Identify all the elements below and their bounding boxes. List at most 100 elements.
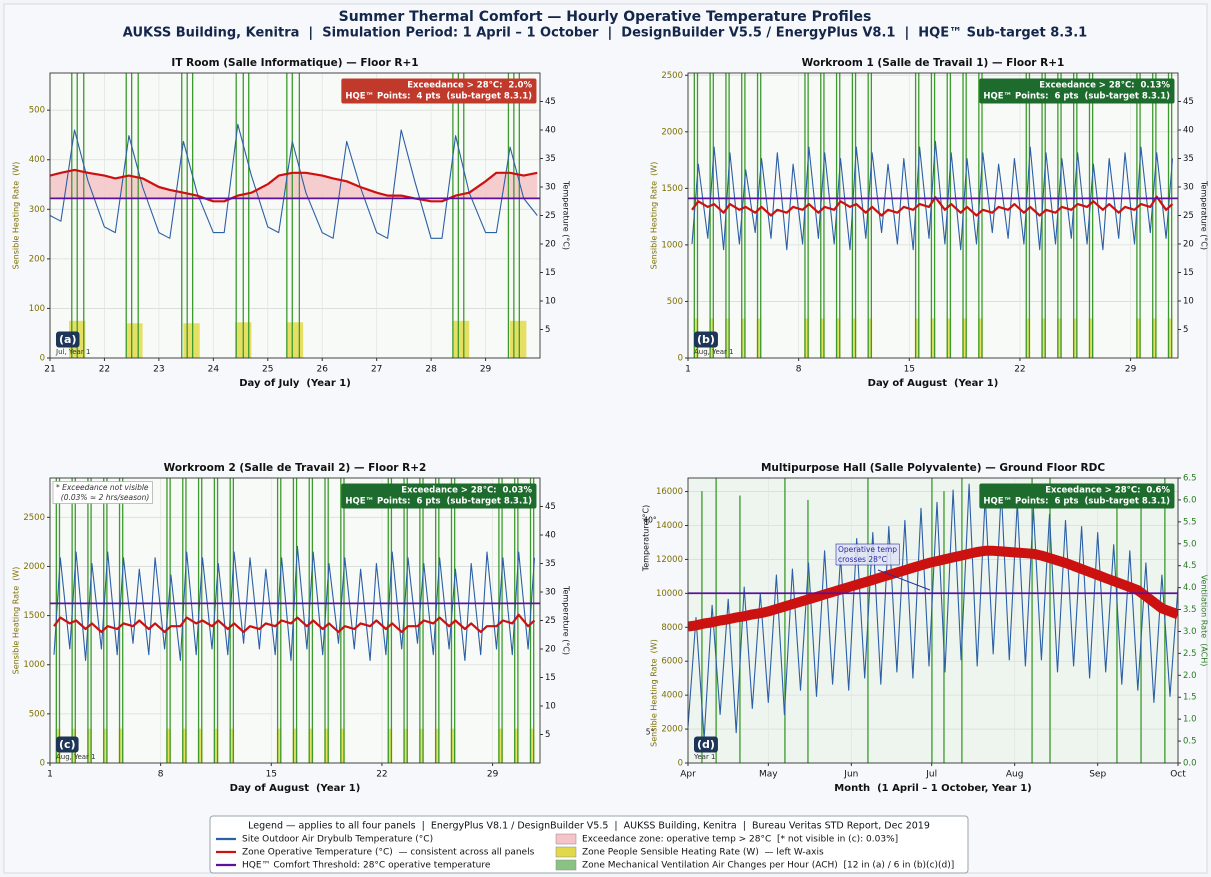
annotation-text: HQE™ Points: 6 pts (sub-target 8.3.1) xyxy=(345,497,532,507)
panel-title: Workroom 2 (Salle de Travail 2) — Floor … xyxy=(164,462,427,474)
legend-label: Zone People Sensible Heating Rate (W) — … xyxy=(582,848,824,858)
people-heating-bar xyxy=(819,318,825,358)
plot-area xyxy=(688,478,1178,763)
people-heating-bar xyxy=(1088,318,1094,358)
people-heating-bar xyxy=(419,728,424,763)
plot-area xyxy=(688,73,1178,358)
people-heating-bar xyxy=(1057,318,1062,358)
y2-tick-label: 45 xyxy=(1183,97,1194,107)
y-tick-label: 1000 xyxy=(661,240,683,250)
x-tick-label: 25 xyxy=(262,365,273,375)
y-tick-label: 12000 xyxy=(656,555,683,565)
y2-axis-label: Ventilation Rate (ACH) xyxy=(1200,575,1209,667)
x-tick-label: 22 xyxy=(99,365,110,375)
note-box xyxy=(52,481,153,504)
y2-axis-label: Temperature (°C) xyxy=(1200,180,1209,250)
y-tick-label: 1000 xyxy=(23,660,45,670)
x-tick-label: 22 xyxy=(376,770,387,780)
x-axis-label: Day of August (Year 1) xyxy=(230,783,361,794)
y-axis-label: Sensible Heating Rate (W) xyxy=(12,567,21,675)
x-tick-label: 22 xyxy=(1014,365,1025,375)
annotation-text: HQE™ Points: 6 pts (sub-target 8.3.1) xyxy=(983,497,1170,507)
people-heating-bar xyxy=(292,728,298,763)
people-heating-bar xyxy=(1167,318,1173,358)
people-heating-bar xyxy=(118,728,124,763)
y2-tick-label: 20 xyxy=(545,645,556,655)
x-tick-label: May xyxy=(759,770,778,780)
panel-badge-label: (d) xyxy=(697,738,715,751)
annotation-text: Exceedance > 28°C: 0.13% xyxy=(1039,81,1170,91)
y2-tick-label: 10 xyxy=(545,702,556,712)
operative-temperature-line xyxy=(688,545,1178,632)
annotation-text: Exceedance > 28°C: 0.03% xyxy=(401,486,532,496)
people-heating-bar xyxy=(387,728,393,763)
x-tick-label: 8 xyxy=(158,770,164,780)
people-heating-bar xyxy=(126,323,143,358)
x-tick-label: Aug xyxy=(1006,770,1024,780)
y-tick-label: 10000 xyxy=(656,589,683,599)
people-heating-bar xyxy=(183,323,200,358)
panel-badge-label: (b) xyxy=(697,333,715,346)
y-tick-label: 300 xyxy=(29,205,45,215)
y2-tick-label: 15 xyxy=(1183,268,1194,278)
y-tick-label: 0 xyxy=(678,354,683,364)
people-heating-bar xyxy=(851,318,857,358)
people-heating-bar xyxy=(978,318,983,358)
y-tick-label: 0 xyxy=(40,759,45,769)
y2-axis-label: Temperature (°C) xyxy=(562,585,571,655)
people-heating-bar xyxy=(229,728,235,763)
panel-note: Jul, Year 1 xyxy=(55,348,90,356)
people-heating-bar xyxy=(197,728,203,763)
y-tick-label: 0 xyxy=(678,759,683,769)
annotation-text: HQE™ Points: 4 pts (sub-target 8.3.1) xyxy=(345,92,532,102)
y2-tick-label: 25 xyxy=(545,211,556,221)
y2-tick-label: 35 xyxy=(1183,154,1194,164)
y2-tick-label: 0.5 xyxy=(1183,737,1197,747)
y2-tick-label: 35 xyxy=(545,154,556,164)
people-heating-bar xyxy=(529,728,535,763)
people-heating-bar xyxy=(725,318,730,358)
x-tick-label: 8 xyxy=(796,365,802,375)
temperature-tick-label: 40° xyxy=(643,515,657,524)
outdoor-temperature-line xyxy=(691,140,1174,251)
y2-tick-label: 5 xyxy=(545,730,550,740)
inset-text: crosses 28°C xyxy=(838,555,887,564)
people-heating-bar xyxy=(1041,318,1047,358)
y2-tick-label: 30 xyxy=(545,588,556,598)
y-tick-label: 8000 xyxy=(661,623,683,633)
y2-tick-label: 35 xyxy=(545,559,556,569)
people-heating-bar xyxy=(308,728,314,763)
x-tick-label: 1 xyxy=(47,770,53,780)
y2-tick-label: 10 xyxy=(545,297,556,307)
y-tick-label: 500 xyxy=(29,106,45,116)
people-heating-bar xyxy=(324,728,329,763)
x-tick-label: Jul xyxy=(925,770,937,780)
x-tick-label: Sep xyxy=(1089,770,1106,780)
people-heating-bar xyxy=(946,318,952,358)
people-heating-bar xyxy=(740,318,746,358)
y2-tick-label: 1.0 xyxy=(1183,715,1197,725)
x-tick-label: 28 xyxy=(425,365,437,375)
inset-box xyxy=(835,543,900,566)
y2-tick-label: 4.0 xyxy=(1183,583,1197,593)
y-tick-label: 200 xyxy=(29,254,45,264)
people-heating-bar xyxy=(962,318,967,358)
inset-text: Operative temp xyxy=(838,545,897,554)
y2-tick-label: 5.5 xyxy=(1183,517,1197,527)
people-heating-bar xyxy=(276,728,282,763)
y-tick-label: 14000 xyxy=(656,521,683,531)
y2-tick-label: 3.5 xyxy=(1183,605,1197,615)
panel-note: Aug, Year 1 xyxy=(694,348,734,356)
y-axis-label: Sensible Heating Rate (W) xyxy=(12,162,21,270)
y-tick-label: 2000 xyxy=(661,127,683,137)
plot-area xyxy=(50,478,540,763)
annotation-text: Exceedance > 28°C: 0.6% xyxy=(1045,486,1170,496)
annotation-box xyxy=(979,78,1175,104)
plot-background xyxy=(688,73,1178,358)
people-heating-bar xyxy=(930,318,936,358)
people-heating-bar xyxy=(867,318,873,358)
y2-tick-label: 5.0 xyxy=(1183,539,1197,549)
y2-tick-label: 20 xyxy=(1183,240,1194,250)
plot-background xyxy=(50,73,540,358)
